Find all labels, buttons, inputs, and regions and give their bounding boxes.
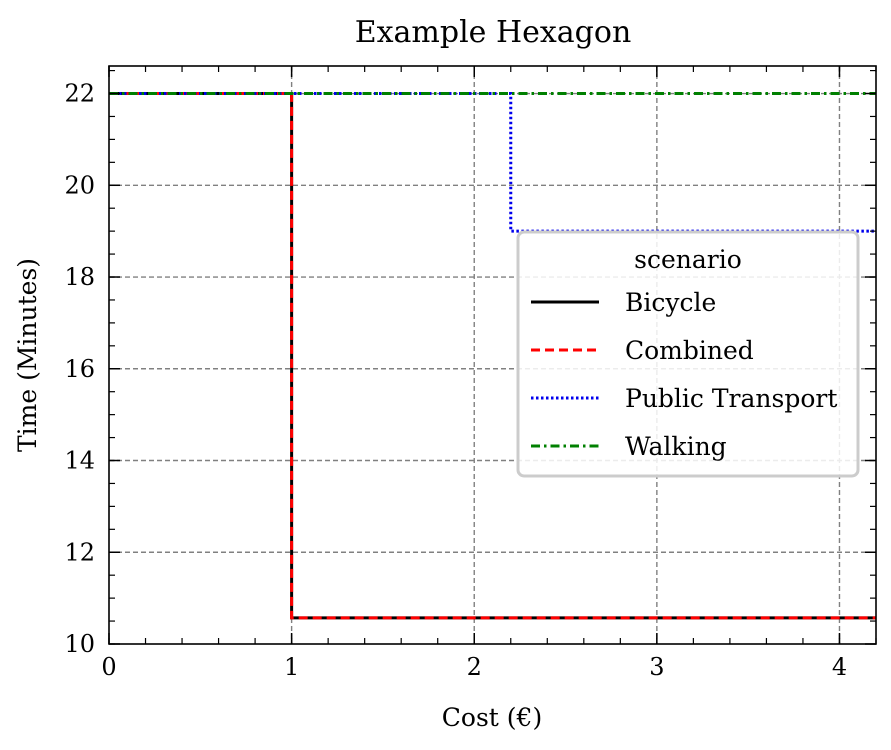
legend-entries: Bicycle Combined Public Transport Walking <box>531 288 837 461</box>
series-line-public-transport <box>109 92 876 233</box>
y-tick-label: 16 <box>64 355 95 383</box>
x-tick-label: 0 <box>101 653 116 681</box>
legend-title: scenario <box>634 245 742 274</box>
y-tick-label: 18 <box>64 263 95 291</box>
legend-label-bicycle: Bicycle <box>625 288 716 317</box>
legend-box <box>516 230 860 478</box>
y-axis-label: Time (Minutes) <box>13 258 42 452</box>
x-tick-label: 1 <box>284 653 299 681</box>
y-tick-label: 22 <box>64 80 95 108</box>
x-tick-label: 3 <box>649 653 664 681</box>
y-tick-label: 14 <box>64 447 95 475</box>
plot-frame <box>108 65 877 645</box>
ticks <box>108 66 877 645</box>
legend-label-walking: Walking <box>625 432 727 461</box>
legend-label-combined: Combined <box>625 336 754 365</box>
y-tick-label: 12 <box>64 538 95 566</box>
y-tick-label: 10 <box>64 630 95 658</box>
y-tick-label: 20 <box>64 171 95 199</box>
x-tick-label: 4 <box>832 653 847 681</box>
chart-title: Example Hexagon <box>355 15 632 50</box>
x-axis-label: Cost (€) <box>442 703 542 732</box>
legend-label-public-transport: Public Transport <box>625 384 837 413</box>
legend: scenario Bicycle Combined Public Transport… <box>516 230 860 478</box>
x-tick-label: 2 <box>467 653 482 681</box>
